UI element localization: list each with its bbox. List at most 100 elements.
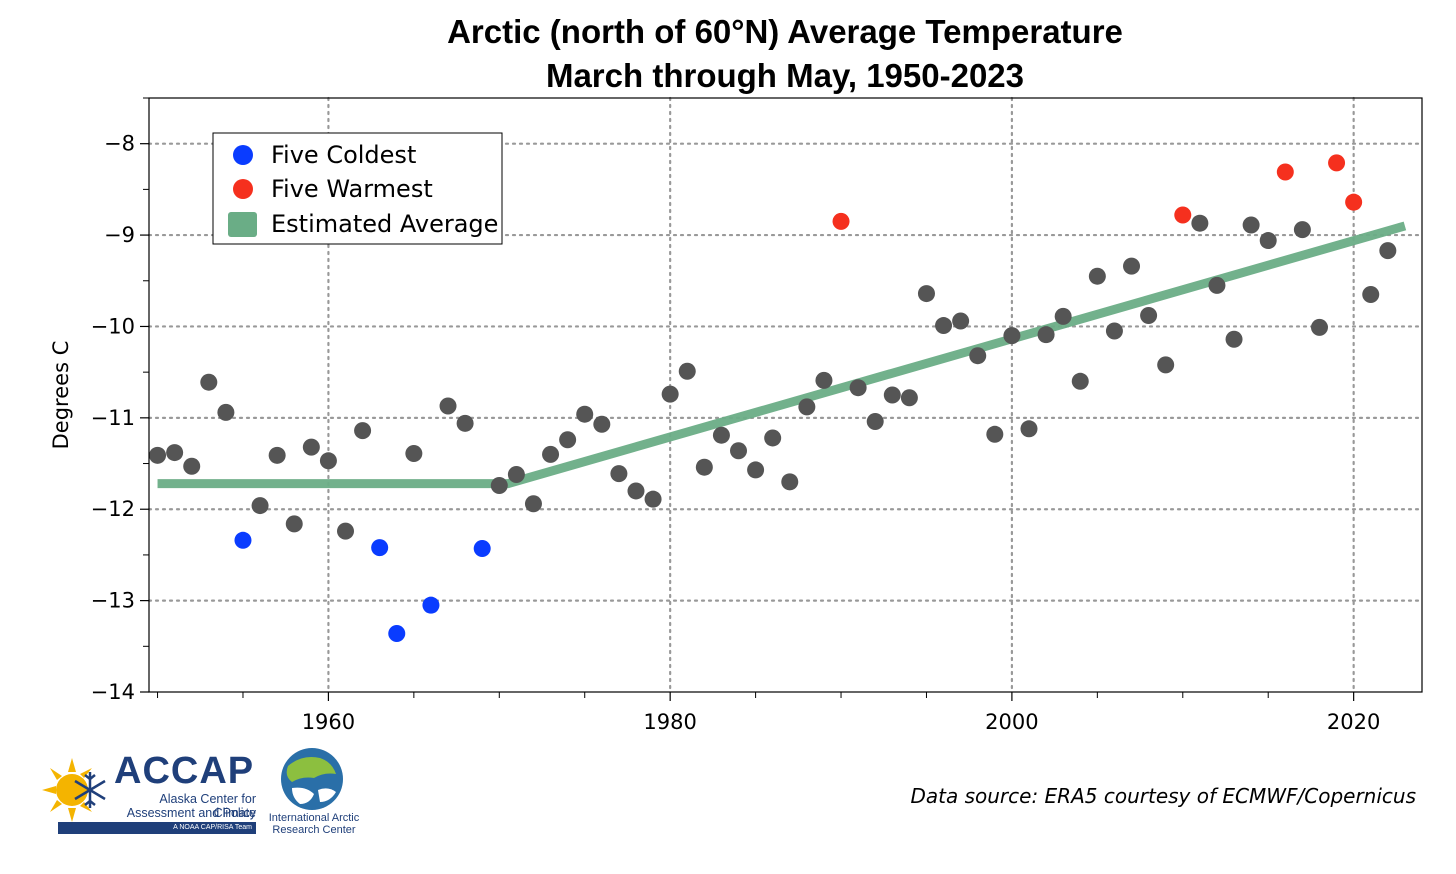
data-point: [644, 490, 662, 508]
chart-title: Arctic (north of 60°N) Average Temperatu…: [0, 10, 1456, 98]
data-point: [1208, 276, 1226, 294]
data-point: [764, 429, 782, 447]
data-point-coldest: [371, 539, 389, 557]
iarc-line-1: International Arctic: [268, 812, 360, 824]
accap-name: ACCAP: [114, 750, 255, 792]
data-point: [285, 515, 303, 533]
data-point: [1020, 420, 1038, 438]
legend-marker-average: [228, 212, 257, 237]
legend-box: [212, 132, 503, 245]
data-point: [1362, 285, 1380, 303]
legend-marker-coldest: [233, 145, 253, 165]
data-point: [1037, 326, 1055, 344]
data-point: [439, 397, 457, 415]
x-tick-label: 2020: [1327, 710, 1380, 734]
legend-label-average: Estimated Average: [271, 210, 498, 238]
data-point: [1379, 242, 1397, 260]
y-axis-label: Degrees C: [49, 341, 73, 450]
accap-line-2: Assessment and Policy: [126, 806, 256, 820]
data-point: [1310, 318, 1328, 336]
data-point: [900, 389, 918, 407]
data-point: [200, 373, 218, 391]
data-point: [251, 497, 269, 515]
data-point: [781, 473, 799, 491]
data-point: [319, 452, 337, 470]
data-point: [1105, 322, 1123, 340]
data-point: [542, 445, 560, 463]
data-point: [1191, 214, 1209, 232]
data-point: [183, 457, 201, 475]
title-line-2: March through May, 1950-2023: [545, 57, 1025, 94]
data-point: [986, 425, 1004, 443]
data-point: [952, 312, 970, 330]
data-point: [747, 461, 765, 479]
data-point: [627, 482, 645, 500]
data-point: [661, 385, 679, 403]
legend-label-coldest: Five Coldest: [271, 141, 416, 169]
data-point: [730, 442, 748, 460]
data-point-warmest: [1276, 163, 1294, 181]
data-point: [456, 414, 474, 432]
data-point: [490, 476, 508, 494]
iarc-line-2: Research Center: [272, 824, 356, 836]
accap-tagline: A NOAA CAP/RISA Team: [58, 822, 256, 834]
legend: Five Coldest Five Warmest Estimated Aver…: [212, 132, 503, 245]
sun-snowflake-icon: [42, 758, 106, 822]
y-tick-label: −12: [91, 497, 135, 521]
data-point: [935, 317, 953, 335]
data-point: [695, 458, 713, 476]
data-point: [1088, 267, 1106, 285]
data-point: [405, 444, 423, 462]
data-point: [524, 495, 542, 513]
data-point: [149, 446, 167, 464]
legend-label-warmest: Five Warmest: [271, 175, 433, 203]
accap-logo: ACCAP Alaska Center for Climate Assessme…: [42, 750, 262, 840]
data-point: [337, 522, 355, 540]
y-tick-label: −9: [104, 223, 135, 247]
data-point: [1259, 232, 1277, 250]
data-point: [1293, 221, 1311, 239]
data-point: [610, 465, 628, 483]
legend-marker-warmest: [233, 179, 253, 199]
plot-frame: [148, 97, 1423, 693]
data-point: [1242, 216, 1260, 234]
data-point: [712, 426, 730, 444]
data-point-warmest: [1174, 206, 1192, 224]
x-tick-label: 1980: [643, 710, 696, 734]
data-point: [1157, 356, 1175, 374]
y-tick-label: −11: [91, 406, 135, 430]
data-point: [1140, 306, 1158, 324]
y-tick-label: −8: [104, 132, 135, 156]
data-point-warmest: [832, 212, 850, 230]
data-point: [678, 362, 696, 380]
data-point: [1054, 307, 1072, 325]
data-point: [815, 371, 833, 389]
data-point-coldest: [473, 540, 491, 558]
y-tick-label: −13: [91, 589, 135, 613]
globe-icon: [281, 748, 343, 810]
data-point: [217, 403, 235, 421]
data-point: [917, 285, 935, 303]
x-tick-label: 2000: [985, 710, 1038, 734]
data-point: [1123, 257, 1141, 275]
y-tick-label: −10: [91, 314, 135, 338]
data-point: [849, 379, 867, 397]
data-point: [354, 422, 372, 440]
average-line-layer: [157, 221, 1407, 489]
title-line-1: Arctic (north of 60°N) Average Temperatu…: [447, 13, 1123, 50]
x-tick-label: 1960: [302, 710, 355, 734]
data-point-coldest: [422, 596, 440, 614]
data-point-coldest: [388, 625, 406, 643]
data-point: [507, 466, 525, 484]
data-point: [593, 415, 611, 433]
data-point: [1225, 330, 1243, 348]
y-tick-label: −14: [91, 680, 135, 704]
data-point: [1003, 327, 1021, 345]
data-point-warmest: [1328, 154, 1346, 172]
data-point-coldest: [234, 531, 252, 549]
estimated-average-line: [157, 221, 1407, 489]
axis-ticks: 1960 1980 2000 2020 −8 −9 −10 −11 −12 −13 −14: [91, 97, 1380, 734]
accap-line-1: Alaska Center for Climate: [159, 792, 256, 820]
data-point: [1071, 372, 1089, 390]
